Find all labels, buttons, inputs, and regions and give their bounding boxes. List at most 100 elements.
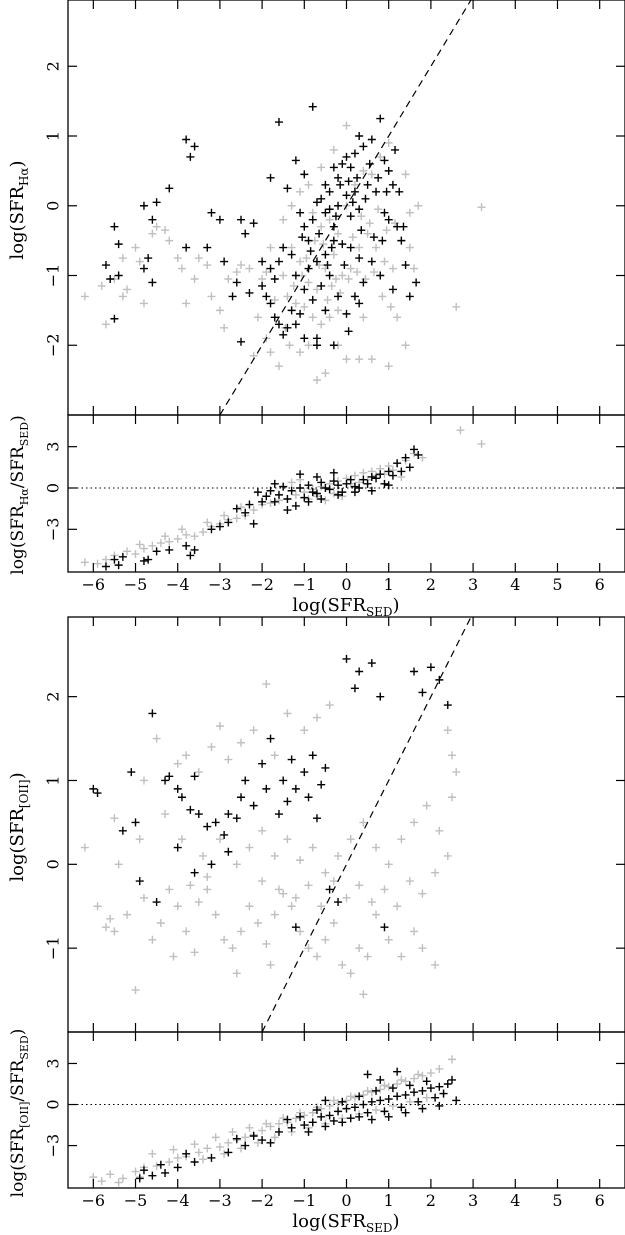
data-point xyxy=(215,721,224,730)
data-point xyxy=(186,152,195,161)
data-point xyxy=(215,522,224,531)
data-point xyxy=(161,1168,170,1177)
data-point xyxy=(262,268,271,277)
data-point xyxy=(384,362,393,371)
data-point xyxy=(376,152,385,161)
one-to-one-line-path xyxy=(219,0,472,416)
y-tick-label: −3 xyxy=(44,518,63,542)
data-point xyxy=(334,490,343,499)
data-point xyxy=(401,1108,410,1117)
data-point xyxy=(194,898,203,907)
data-point xyxy=(321,763,330,772)
data-point xyxy=(165,772,174,781)
data-point xyxy=(287,486,296,495)
data-point xyxy=(321,369,330,378)
oii-residual-frame xyxy=(67,1031,625,1189)
x-tick-label: −3 xyxy=(208,1191,232,1210)
data-point xyxy=(329,341,338,350)
data-point xyxy=(190,1158,199,1166)
data-point xyxy=(296,927,305,936)
data-point xyxy=(384,1082,393,1091)
data-point xyxy=(384,166,393,175)
data-point xyxy=(182,541,191,550)
data-point xyxy=(391,145,400,154)
x-tick-label: −2 xyxy=(250,1191,274,1210)
data-point xyxy=(397,952,406,961)
data-point xyxy=(97,281,106,290)
data-point xyxy=(401,170,410,179)
data-point xyxy=(388,264,397,273)
y-tick-label: −1 xyxy=(44,264,63,288)
oii-residual-y-label: log(SFR[OII]/SFRSED) xyxy=(8,1029,31,1198)
data-point xyxy=(361,194,370,203)
data-point xyxy=(355,1112,364,1121)
data-point xyxy=(279,330,288,339)
data-point xyxy=(435,675,444,684)
data-point xyxy=(266,960,275,969)
data-point xyxy=(203,885,212,894)
data-point xyxy=(312,952,321,961)
data-point xyxy=(224,847,233,856)
data-point xyxy=(245,1123,254,1132)
data-point xyxy=(399,222,408,231)
data-point xyxy=(224,274,233,283)
data-point xyxy=(253,488,262,497)
data-point xyxy=(266,734,275,743)
data-point xyxy=(190,1140,199,1149)
data-point xyxy=(203,822,212,831)
data-point xyxy=(348,233,357,242)
y-tick-label: 3 xyxy=(44,1058,63,1068)
data-point xyxy=(101,562,110,571)
data-point xyxy=(211,910,220,919)
data-point xyxy=(334,229,343,238)
oii-residual-marks xyxy=(89,1055,461,1187)
data-point xyxy=(80,558,89,567)
data-point xyxy=(344,274,353,283)
data-point xyxy=(237,738,246,747)
data-point xyxy=(325,1101,334,1110)
data-point xyxy=(182,135,191,144)
data-point xyxy=(384,1112,393,1121)
data-point xyxy=(338,159,347,168)
data-point xyxy=(106,1170,115,1179)
data-point xyxy=(342,1096,351,1105)
data-point xyxy=(414,201,423,210)
data-point xyxy=(114,860,123,869)
data-point xyxy=(186,805,195,814)
data-point xyxy=(317,163,326,172)
data-point xyxy=(363,1070,372,1079)
x-tick-label: 3 xyxy=(468,1191,478,1210)
data-point xyxy=(342,654,351,663)
data-point xyxy=(329,489,338,498)
data-point xyxy=(312,341,321,350)
x-tick-label: −1 xyxy=(293,1191,317,1210)
data-point xyxy=(367,135,376,144)
data-point xyxy=(350,471,359,480)
data-point xyxy=(304,944,313,953)
data-point xyxy=(410,1074,419,1083)
data-point xyxy=(384,215,393,224)
data-point xyxy=(266,299,275,308)
y-tick-label: 2 xyxy=(44,61,63,71)
y-tick-label: 1 xyxy=(44,131,63,141)
data-point xyxy=(342,1104,351,1113)
data-point xyxy=(266,1138,275,1147)
data-point xyxy=(329,919,338,928)
data-point xyxy=(367,1088,376,1097)
data-point xyxy=(266,173,275,182)
data-point xyxy=(304,793,313,802)
data-point xyxy=(401,1077,410,1086)
data-point xyxy=(270,274,279,283)
data-point xyxy=(304,1127,313,1136)
data-point xyxy=(203,518,212,527)
data-point xyxy=(376,1085,385,1094)
data-point xyxy=(380,479,389,488)
data-point xyxy=(353,268,362,277)
data-point xyxy=(369,233,378,242)
data-point xyxy=(325,701,334,710)
data-point xyxy=(118,292,127,301)
data-point xyxy=(367,659,376,668)
data-point xyxy=(418,1071,427,1080)
data-point xyxy=(131,1167,140,1176)
y-tick-label: 2 xyxy=(44,692,63,702)
